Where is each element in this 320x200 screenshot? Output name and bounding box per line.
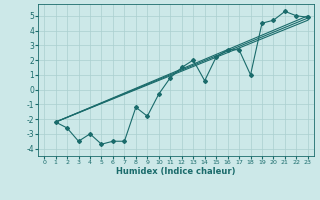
X-axis label: Humidex (Indice chaleur): Humidex (Indice chaleur) — [116, 167, 236, 176]
